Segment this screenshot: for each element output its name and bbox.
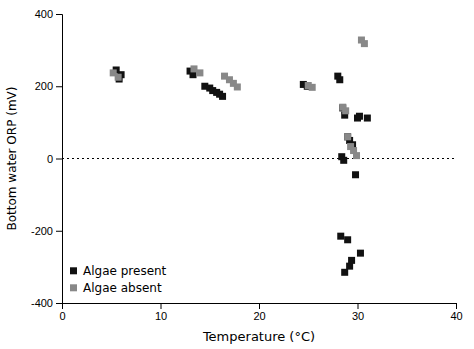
x-tick: 0 [59, 303, 65, 322]
y-tick: -200 [31, 225, 62, 237]
x-tick-label: 0 [59, 310, 65, 322]
x-tick-label: 40 [450, 310, 462, 322]
y-tick-mark [56, 14, 62, 15]
point [341, 269, 348, 276]
point [340, 157, 347, 164]
point [337, 233, 344, 240]
legend-marker [70, 267, 77, 274]
legend: Algae present Algae absent [70, 264, 167, 295]
y-tick-label: 200 [35, 80, 53, 92]
point [344, 133, 351, 140]
legend-label: Algae present [83, 264, 167, 278]
y-tick-label: -400 [31, 297, 53, 309]
point [196, 69, 203, 76]
y-tick-mark [56, 303, 62, 304]
legend-marker [70, 284, 77, 291]
x-axis: 0 10 20 30 40 [59, 303, 462, 322]
y-axis-title: Bottom water ORP (mV) [5, 87, 19, 231]
series [110, 37, 368, 160]
point [348, 257, 355, 264]
reference-line [62, 158, 456, 159]
y-tick: 200 [35, 80, 62, 92]
point [344, 133, 351, 140]
y-axis: -400 -200 0 200 400 [31, 8, 63, 309]
point [357, 250, 364, 257]
x-tick: 20 [253, 303, 265, 322]
x-tick-label: 10 [155, 310, 167, 322]
point [352, 171, 359, 178]
chart: 010203040-400-2000200400Algae presentAlg… [0, 0, 474, 349]
x-tick-mark [259, 303, 260, 309]
y-tick-mark [56, 231, 62, 232]
x-tick: 10 [155, 303, 167, 322]
y-tick-label: 0 [47, 153, 53, 165]
x-tick: 30 [352, 303, 364, 322]
marks [62, 37, 456, 276]
point [115, 74, 122, 81]
plot: 010203040-400-2000200400Algae presentAlg… [31, 8, 463, 322]
y-tick: 0 [47, 153, 62, 165]
y-tick-mark [56, 86, 62, 87]
point [309, 84, 316, 91]
y-tick-label: 400 [35, 8, 53, 20]
point [336, 76, 343, 83]
x-axis-title: Temperature (°C) [202, 329, 315, 344]
point [356, 113, 363, 120]
x-tick-mark [161, 303, 162, 309]
point [361, 40, 368, 47]
x-tick-label: 20 [253, 310, 265, 322]
point [344, 236, 351, 243]
series [113, 66, 371, 275]
point [342, 107, 349, 114]
point [234, 83, 241, 90]
point [364, 115, 371, 122]
y-tick-mark [56, 159, 62, 160]
legend-item: Algae present [70, 264, 167, 278]
point [353, 152, 360, 159]
x-tick: 40 [450, 303, 462, 322]
x-tick-mark [456, 303, 457, 309]
y-tick: 400 [35, 8, 62, 20]
y-tick-label: -200 [31, 225, 53, 237]
y-tick: -400 [31, 297, 62, 309]
x-tick-mark [358, 303, 359, 309]
legend-item: Algae absent [70, 281, 162, 295]
y-axis-line [56, 15, 63, 304]
legend-label: Algae absent [83, 281, 162, 295]
point [219, 93, 226, 100]
x-axis-line [63, 304, 457, 310]
x-tick-label: 30 [352, 310, 364, 322]
